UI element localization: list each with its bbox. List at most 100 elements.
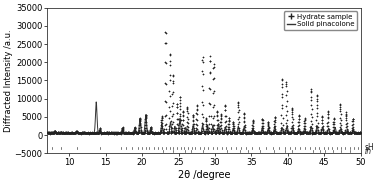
Hydrate sample [159,116,165,119]
Hydrate sample [252,131,258,134]
Hydrate sample [46,131,52,134]
Hydrate sample [321,132,327,135]
Hydrate sample [215,132,222,135]
Hydrate sample [206,114,212,117]
Hydrate sample [240,131,246,134]
Hydrate sample [217,131,223,134]
Hydrate sample [264,130,270,133]
Hydrate sample [132,127,138,130]
Hydrate sample [166,105,172,108]
Hydrate sample [173,129,179,132]
Hydrate sample [290,131,296,134]
Hydrate sample [180,123,186,126]
Hydrate sample [138,131,144,134]
Hydrate sample [321,131,327,134]
Hydrate sample [91,132,98,135]
Hydrate sample [351,131,357,134]
Solid pinacolone [186,132,190,134]
Hydrate sample [59,131,65,134]
Hydrate sample [45,131,51,134]
Hydrate sample [108,132,114,135]
Hydrate sample [229,129,235,132]
Hydrate sample [91,131,97,134]
Hydrate sample [59,131,65,134]
Hydrate sample [57,131,63,134]
Hydrate sample [184,108,191,111]
Hydrate sample [136,127,143,130]
Hydrate sample [242,123,248,126]
Hydrate sample [260,132,266,135]
Hydrate sample [333,131,339,134]
Hydrate sample [287,132,293,135]
Hydrate sample [297,132,304,135]
Hydrate sample [137,118,143,121]
Hydrate sample [95,131,101,134]
Hydrate sample [245,132,251,135]
Hydrate sample [193,131,199,134]
Hydrate sample [308,107,314,110]
Hydrate sample [245,132,251,135]
Hydrate sample [356,131,363,134]
Hydrate sample [121,131,127,134]
Hydrate sample [348,132,354,135]
Hydrate sample [200,89,206,91]
Hydrate sample [124,131,130,134]
Hydrate sample [70,132,76,135]
Hydrate sample [332,131,338,134]
Hydrate sample [241,120,247,123]
Hydrate sample [210,77,216,80]
Hydrate sample [66,131,72,134]
Hydrate sample [226,128,232,131]
Hydrate sample [238,131,244,134]
Hydrate sample [296,120,302,123]
Hydrate sample [104,132,110,135]
Hydrate sample [305,131,311,134]
Hydrate sample [88,131,94,134]
Hydrate sample [143,115,149,118]
Hydrate sample [148,127,154,130]
Hydrate sample [330,126,336,129]
Hydrate sample [122,131,128,134]
Hydrate sample [80,131,86,134]
Hydrate sample [97,127,103,130]
Hydrate sample [293,132,299,135]
Hydrate sample [139,132,146,135]
Hydrate sample [188,131,194,134]
Hydrate sample [159,117,165,120]
Hydrate sample [357,131,363,134]
Hydrate sample [350,118,356,121]
Hydrate sample [199,127,205,130]
Hydrate sample [294,131,301,134]
Hydrate sample [279,103,285,106]
Hydrate sample [55,131,61,134]
Hydrate sample [336,131,342,134]
Hydrate sample [177,101,183,104]
Hydrate sample [108,131,115,134]
Hydrate sample [349,130,355,133]
Hydrate sample [348,132,354,135]
Hydrate sample [350,130,356,133]
Hydrate sample [46,131,52,134]
Hydrate sample [84,131,90,134]
Hydrate sample [274,132,280,135]
Hydrate sample [126,131,132,134]
Hydrate sample [187,131,193,134]
Hydrate sample [152,132,158,135]
Hydrate sample [88,131,94,134]
Hydrate sample [143,123,149,126]
Hydrate sample [270,131,276,134]
Hydrate sample [92,132,98,135]
Hydrate sample [336,126,342,129]
Hydrate sample [224,132,230,135]
Hydrate sample [354,132,360,135]
Hydrate sample [352,132,358,135]
Hydrate sample [235,127,241,130]
Hydrate sample [76,132,82,135]
Hydrate sample [84,131,90,134]
Hydrate sample [47,132,53,135]
Hydrate sample [160,131,166,134]
Hydrate sample [102,131,108,134]
Hydrate sample [239,131,245,134]
Hydrate sample [214,110,220,113]
Hydrate sample [128,131,134,134]
